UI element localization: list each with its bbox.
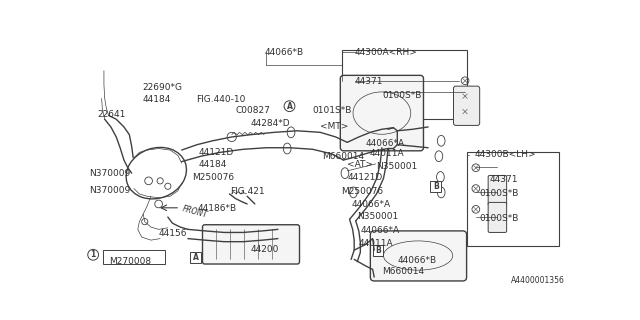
Text: 1: 1 xyxy=(90,250,96,259)
Text: A4400001356: A4400001356 xyxy=(511,276,564,284)
Text: B: B xyxy=(433,182,438,191)
Text: M250076: M250076 xyxy=(193,173,235,182)
Text: 0101S*B: 0101S*B xyxy=(312,106,352,115)
Text: A: A xyxy=(193,253,198,262)
Text: C00827: C00827 xyxy=(236,106,271,115)
Text: N350001: N350001 xyxy=(357,212,399,221)
Text: 44011A: 44011A xyxy=(369,148,404,157)
Text: 44200: 44200 xyxy=(251,245,280,254)
Text: 44184: 44184 xyxy=(198,160,227,169)
Circle shape xyxy=(88,249,99,260)
FancyBboxPatch shape xyxy=(488,203,507,232)
Text: 44284*D: 44284*D xyxy=(251,119,291,128)
Text: M270008: M270008 xyxy=(109,257,152,266)
Text: 44121D: 44121D xyxy=(198,148,234,157)
Text: 44066*A: 44066*A xyxy=(351,200,390,209)
Text: <MT>: <MT> xyxy=(319,122,348,131)
Bar xyxy=(372,245,383,256)
Bar xyxy=(103,250,164,264)
Text: 44156: 44156 xyxy=(159,228,187,237)
Text: 44066*A: 44066*A xyxy=(365,139,405,148)
Text: A: A xyxy=(287,102,292,111)
Text: 44300A<RH>: 44300A<RH> xyxy=(355,48,418,57)
Bar xyxy=(190,252,201,263)
Bar xyxy=(342,50,467,119)
Text: 0100S*B: 0100S*B xyxy=(382,91,421,100)
Text: M660014: M660014 xyxy=(322,152,364,161)
Bar xyxy=(467,152,559,246)
Text: 44066*A: 44066*A xyxy=(360,226,399,235)
Text: 44186*B: 44186*B xyxy=(197,204,236,213)
FancyBboxPatch shape xyxy=(202,225,300,264)
Text: 44371: 44371 xyxy=(490,175,518,184)
Text: 44371: 44371 xyxy=(355,77,383,86)
Text: B: B xyxy=(375,246,381,255)
Text: 44121D: 44121D xyxy=(348,173,383,182)
Text: FIG.440-10: FIG.440-10 xyxy=(196,95,246,104)
Text: 44300B<LH>: 44300B<LH> xyxy=(474,150,536,159)
FancyBboxPatch shape xyxy=(454,86,480,125)
Bar xyxy=(431,181,441,192)
Text: 22690*G: 22690*G xyxy=(143,83,182,92)
Circle shape xyxy=(284,101,295,112)
Text: M250076: M250076 xyxy=(341,187,383,196)
FancyBboxPatch shape xyxy=(488,175,507,205)
Text: FRONT: FRONT xyxy=(182,204,209,220)
Text: 0100S*B: 0100S*B xyxy=(480,188,519,197)
Text: N370009: N370009 xyxy=(90,169,131,178)
FancyBboxPatch shape xyxy=(340,75,424,151)
Text: 22641: 22641 xyxy=(97,110,125,119)
Text: 44066*B: 44066*B xyxy=(265,48,304,57)
Text: FIG.421: FIG.421 xyxy=(230,187,265,196)
FancyBboxPatch shape xyxy=(371,231,467,281)
Text: 44066*B: 44066*B xyxy=(397,256,436,265)
Text: 44011A: 44011A xyxy=(359,239,394,248)
Text: M660014: M660014 xyxy=(382,267,424,276)
Text: N370009: N370009 xyxy=(90,186,131,195)
Text: <AT>: <AT> xyxy=(348,160,373,169)
Text: N350001: N350001 xyxy=(376,162,417,172)
Text: 0100S*B: 0100S*B xyxy=(480,214,519,223)
Text: 44184: 44184 xyxy=(143,95,171,104)
